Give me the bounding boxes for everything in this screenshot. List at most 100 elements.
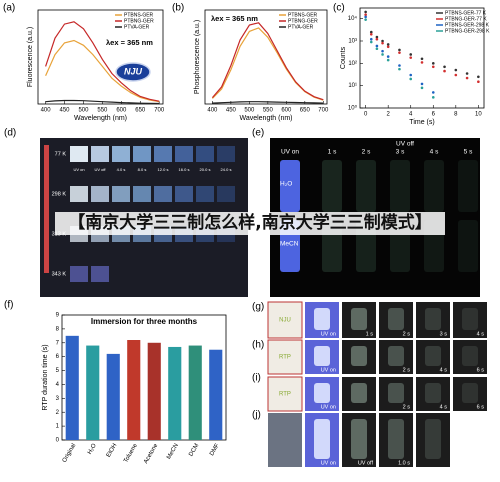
tile-caption: NJU <box>279 318 291 324</box>
tile-caption: UV on <box>321 460 336 466</box>
bar <box>168 346 182 440</box>
x-tick-label: 450 <box>60 108 71 114</box>
data-point <box>465 72 469 75</box>
pattern-glow <box>425 383 441 403</box>
pattern-glow <box>388 346 404 366</box>
x-axis-label: Wavelength (nm) <box>74 115 127 122</box>
plot-frame <box>37 9 164 105</box>
tile-caption: UV on <box>321 367 336 373</box>
x-axis-label: Time (s) <box>409 119 434 126</box>
series-line <box>45 21 160 102</box>
panel-label: (j) <box>252 410 261 421</box>
legend-label: PTBNG-GER <box>124 18 154 24</box>
photo-tile <box>267 376 303 412</box>
data-point <box>375 37 379 41</box>
legend-label: PTBNG-GER <box>288 18 318 24</box>
chart-title: Immersion for three months <box>91 317 198 326</box>
photo-tile <box>91 146 109 162</box>
pattern-glow <box>425 419 441 459</box>
panel-label: (g) <box>252 302 264 313</box>
data-point <box>398 51 401 54</box>
row-label: 343 K <box>52 271 67 277</box>
tile-caption: 4 s <box>440 367 448 373</box>
data-point <box>420 86 424 90</box>
vial <box>424 160 444 212</box>
photo-tile <box>416 413 450 467</box>
row-label: 77 K <box>55 151 67 157</box>
data-point <box>477 80 480 84</box>
x-tick-label: 500 <box>244 108 255 114</box>
y-tick-label: 9 <box>56 313 60 319</box>
x-tick-label: 8 <box>454 112 458 118</box>
column-header: UV off <box>396 141 414 148</box>
photo-tile <box>70 266 88 282</box>
tile-caption: 4 s <box>440 404 448 410</box>
photo-tile <box>133 186 151 202</box>
plot-frame <box>204 9 328 105</box>
tile-caption: 1.0 s <box>398 460 410 466</box>
data-point <box>431 96 435 99</box>
y-tick-label: 1 <box>56 424 60 430</box>
data-point <box>386 43 390 46</box>
x-axis-label: Wavelength (nm) <box>239 115 292 122</box>
data-point <box>398 64 401 67</box>
x-tick-label: 6 <box>432 112 436 118</box>
row-label: 298 K <box>52 191 67 197</box>
data-point <box>431 62 435 65</box>
tile-caption: UV on <box>73 167 84 172</box>
annotation: λex = 365 nm <box>211 14 258 23</box>
tile-caption: RTP <box>279 355 291 361</box>
data-point <box>381 39 384 43</box>
pattern-glow <box>462 383 478 403</box>
pattern-glow <box>314 346 330 366</box>
tile-caption: 20.0 s <box>200 167 211 172</box>
photo-tile <box>268 413 302 467</box>
photo-tile <box>91 186 109 202</box>
column-label: 5 s <box>464 149 473 156</box>
legend-label: PTBNG-GER-77 K <box>445 16 487 22</box>
bar <box>147 342 161 440</box>
bar <box>209 349 223 440</box>
y-tick-label: 8 <box>56 326 60 332</box>
series-line <box>212 101 324 104</box>
pattern-glow <box>351 383 367 403</box>
x-tick-label: DCM <box>188 443 200 458</box>
x-tick-label: Acetone <box>143 442 160 465</box>
temperature-bar <box>44 145 49 273</box>
data-point <box>409 77 413 81</box>
y-tick-label: 2 <box>56 410 60 416</box>
data-point <box>369 32 373 36</box>
data-point <box>420 82 424 86</box>
data-point <box>443 69 446 73</box>
tile-caption: 3 s <box>440 331 448 337</box>
photo-tile <box>379 302 413 338</box>
tile-caption: 12.0 s <box>158 167 169 172</box>
bar <box>86 345 100 440</box>
y-tick-label: 10⁴ <box>348 15 358 22</box>
data-point <box>409 53 413 56</box>
tile-caption: RTP <box>279 392 291 398</box>
pattern-glow <box>388 383 404 403</box>
logo-text: NJU <box>124 66 143 76</box>
data-point <box>398 67 401 71</box>
logo-badge <box>115 62 151 82</box>
photo-tile <box>70 146 88 162</box>
photo-tile <box>453 377 487 411</box>
x-tick-label: 10 <box>475 112 482 118</box>
pattern-glow <box>314 308 330 330</box>
x-tick-label: 600 <box>116 108 127 114</box>
tile-caption: 8.0 s <box>138 167 147 172</box>
panel-label: (a) <box>3 3 15 14</box>
tile-caption: UV on <box>321 404 336 410</box>
vial <box>322 160 342 212</box>
tile-caption: 2 s <box>403 331 411 337</box>
photo-tile <box>379 377 413 411</box>
column-label: 2 s <box>362 149 371 156</box>
y-axis-label: Phosphorescence (a.u.) <box>194 20 201 94</box>
tile-caption: 24.0 s <box>221 167 232 172</box>
data-point <box>369 30 373 34</box>
x-tick-label: 650 <box>135 108 146 114</box>
data-point <box>454 68 458 72</box>
data-point <box>369 37 373 41</box>
